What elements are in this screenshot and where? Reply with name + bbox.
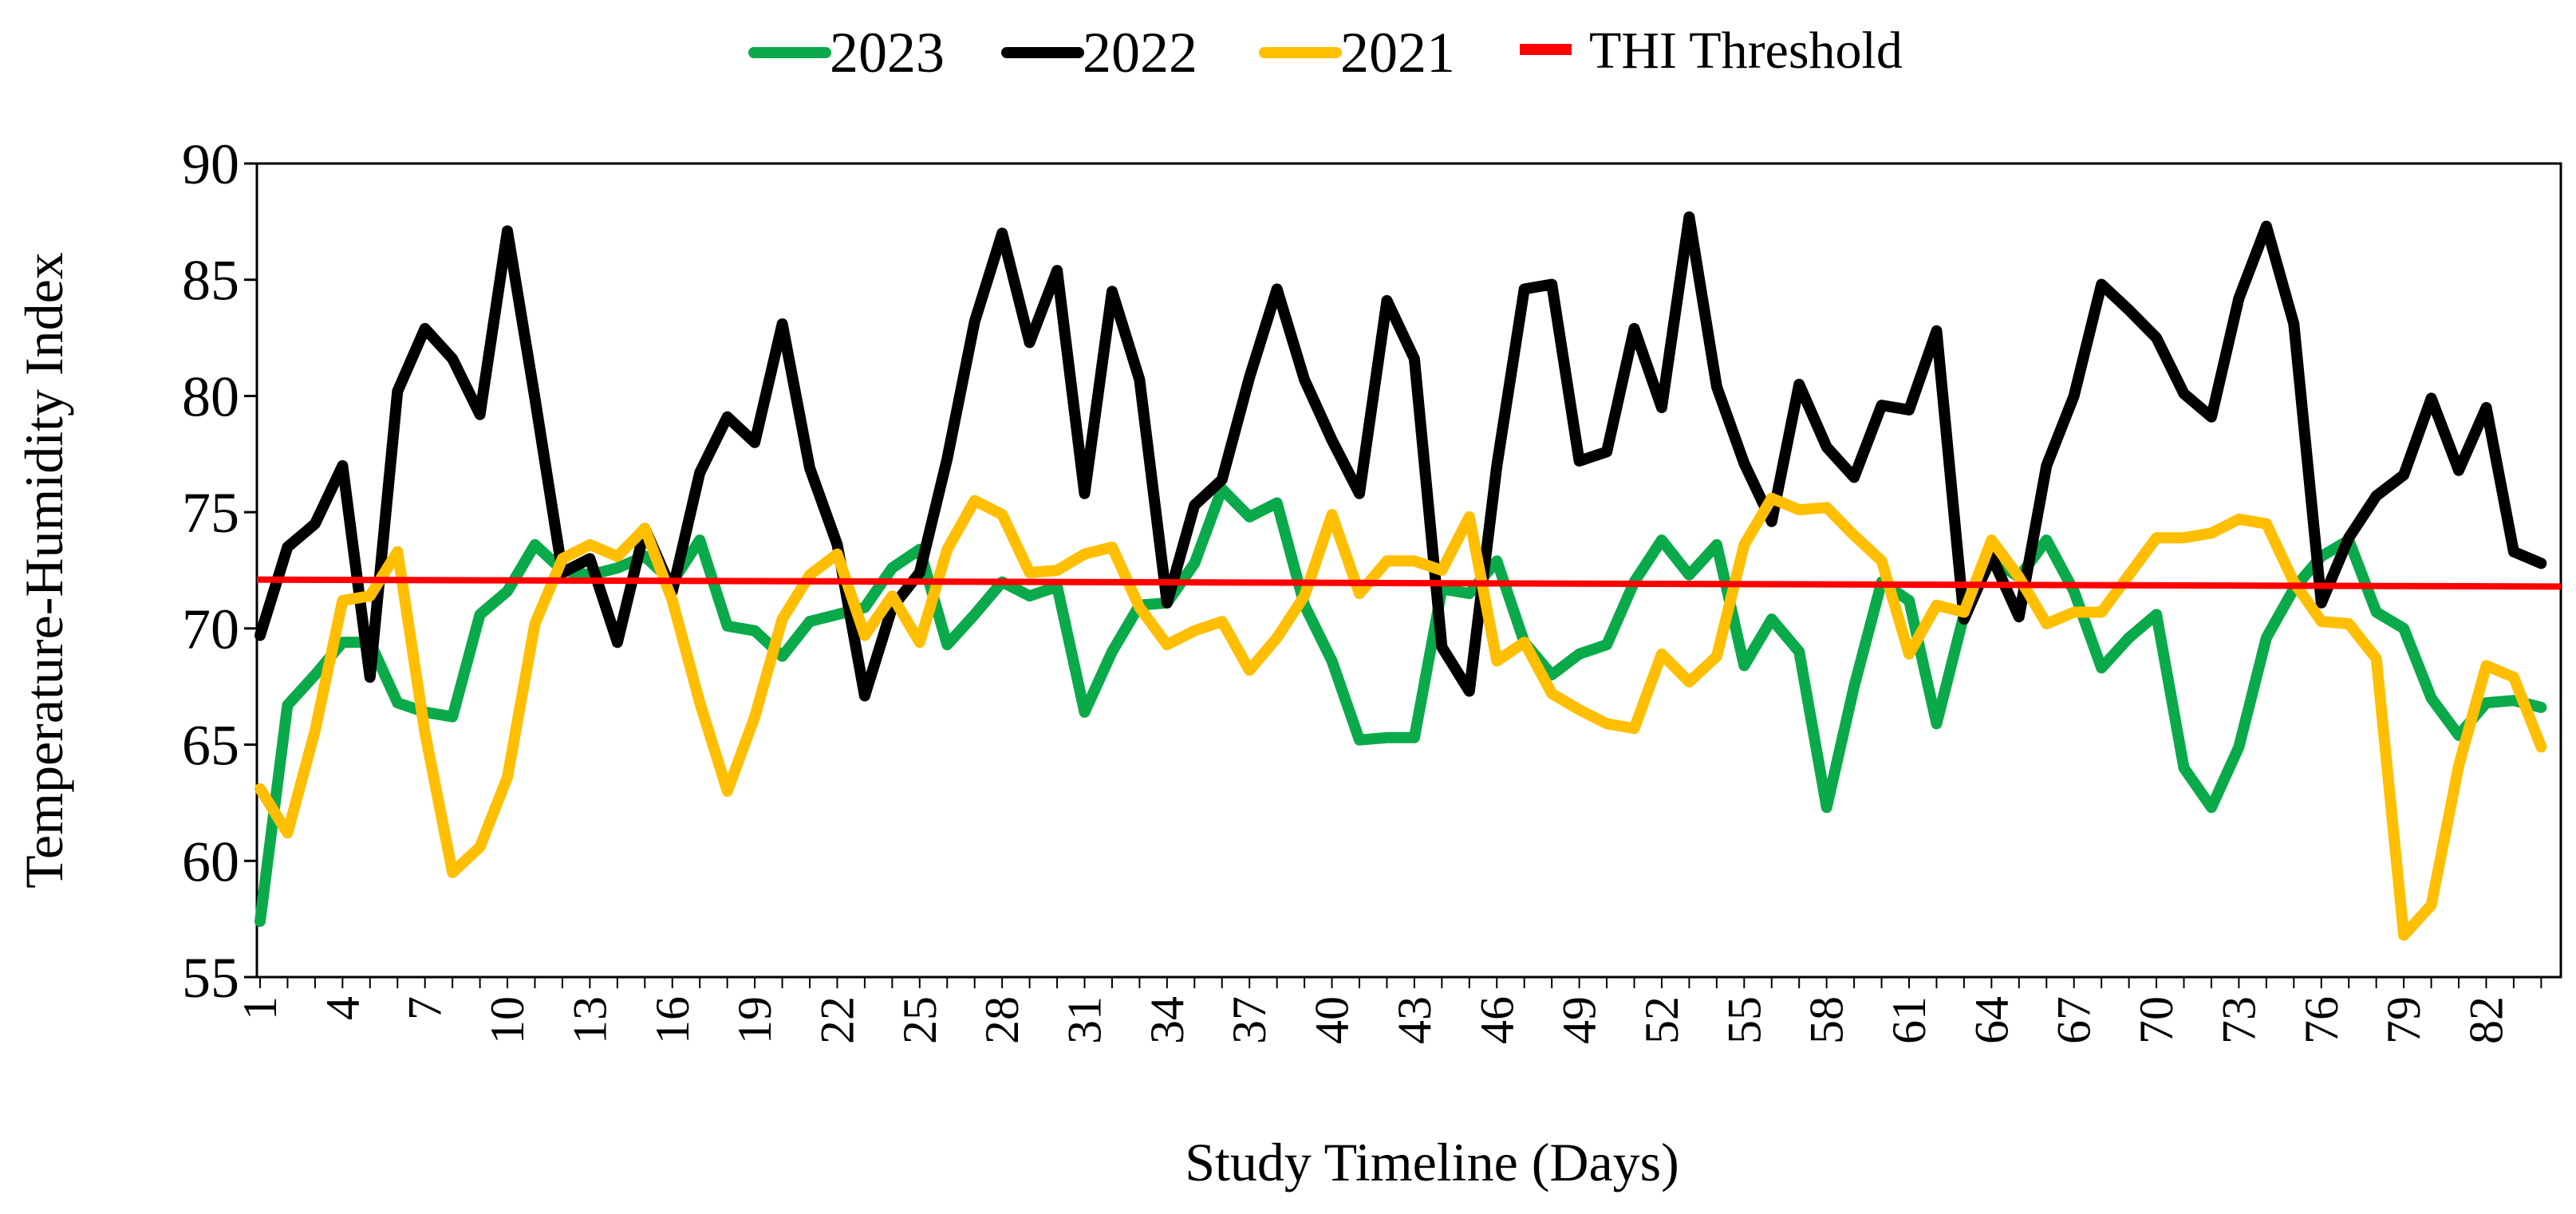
legend-label-2023: 2023 [830,21,945,85]
x-tick-label: 67 [2048,996,2101,1044]
x-axis-title: Study Timeline (Days) [1185,1132,1679,1192]
x-tick-label: 58 [1801,996,1853,1044]
y-axis-title: Temperature-Humidity Index [14,252,74,889]
series-line-thi-threshold [256,576,2562,590]
y-tick-label: 80 [182,365,239,428]
x-tick-label: 64 [1965,996,2018,1044]
x-tick-label: 31 [1059,996,1111,1044]
x-tick-label: 4 [316,996,369,1020]
y-tick-label: 75 [182,481,239,545]
x-tick-label: 82 [2460,996,2512,1044]
y-tick-labels: 55 60 65 70 75 80 85 90 [182,132,239,1010]
y-tick-label: 70 [182,597,239,661]
y-tick-label: 55 [182,946,239,1010]
x-tick-label: 52 [1635,996,1688,1044]
legend-label-2022: 2022 [1083,21,1197,85]
series-line-2021 [254,492,2547,941]
x-tick-labels: 1 4 7 10 13 16 19 22 25 28 31 34 37 40 43 46 49 52 55 58 61 6… [234,996,2512,1044]
x-tick-label: 7 [399,996,452,1020]
x-tick-label: 1 [234,996,286,1020]
x-tick-label: 34 [1141,996,1193,1044]
legend: 2023 2022 2021 THI Threshold [748,21,1903,85]
y-tick-label: 90 [182,132,239,196]
x-tick-label: 16 [646,996,699,1044]
x-tick-label: 70 [2130,996,2183,1044]
x-tick-label: 79 [2377,996,2430,1044]
x-tick-label: 22 [811,996,863,1044]
x-tick-label: 61 [1883,996,1935,1044]
axis-ticks [244,162,2542,988]
x-tick-label: 49 [1553,996,1606,1044]
x-tick-label: 76 [2295,996,2348,1044]
x-tick-label: 25 [894,996,946,1044]
legend-label-threshold: THI Threshold [1589,22,1903,80]
legend-label-2021: 2021 [1340,21,1455,85]
x-tick-label: 28 [976,996,1028,1044]
x-tick-label: 43 [1388,996,1441,1044]
x-tick-label: 13 [563,996,616,1044]
y-tick-label: 85 [182,249,239,313]
x-tick-label: 73 [2212,996,2265,1044]
plot-area-frame [255,162,2562,979]
x-tick-label: 10 [481,996,534,1044]
series-layer [254,211,2562,941]
y-tick-label: 65 [182,714,239,778]
series-line-2022 [254,211,2547,702]
x-tick-label: 55 [1718,996,1770,1044]
y-tick-label: 60 [182,830,239,893]
x-tick-label: 46 [1470,996,1523,1044]
x-tick-label: 37 [1223,996,1276,1044]
x-tick-label: 40 [1306,996,1359,1044]
x-tick-label: 19 [728,996,781,1044]
